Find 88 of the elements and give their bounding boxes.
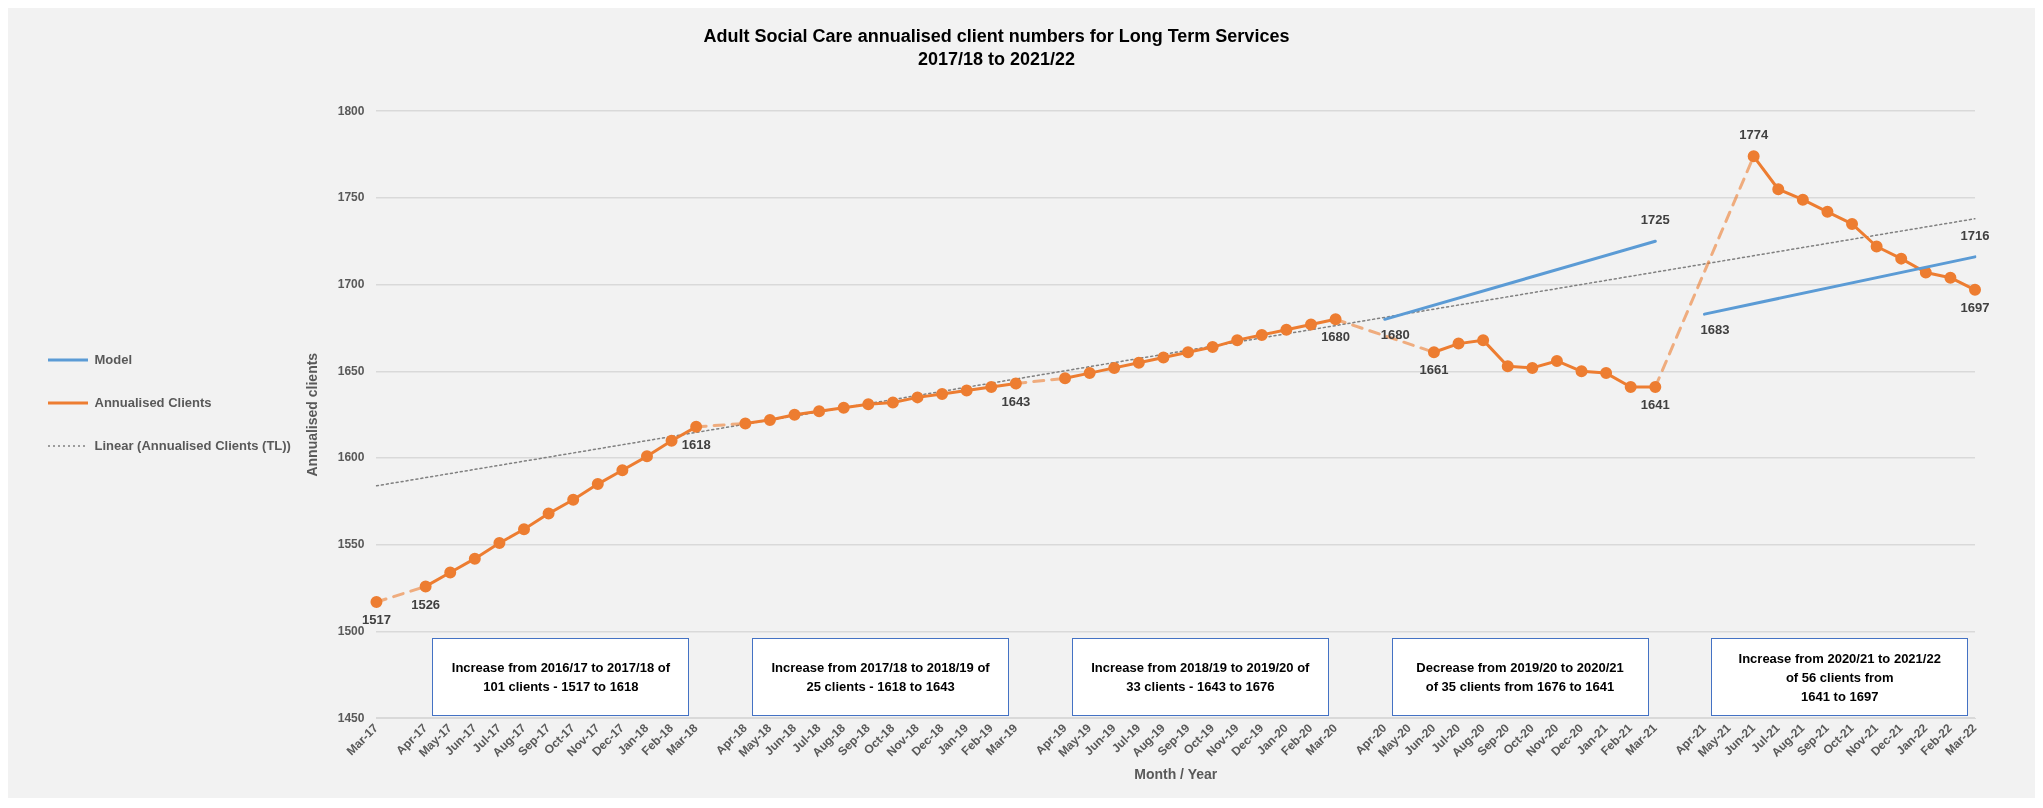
y-tick-label: 1750 [337,190,365,205]
point [542,507,555,520]
point [1157,351,1170,364]
point [1969,283,1981,296]
chart-title: Adult Social Care annualised client numbers for Long Term Services [703,25,1290,46]
annotation: Increase from 2016/17 to 2017/18 of 101 clients - 1517 to 1618 [451,659,670,697]
y-tick-label: 1450 [337,710,365,725]
annotation: Increase from 2018/19 to 2019/20 of 33 clients - 1643 to 1676 [1091,659,1310,697]
point [1427,346,1440,359]
point [1772,183,1785,196]
point [1231,334,1244,347]
point [493,537,506,550]
point [813,405,826,418]
point [591,478,604,491]
y-tick-label: 1700 [337,276,365,291]
point [837,401,850,414]
point [444,566,457,579]
point [788,408,801,421]
point [1304,318,1317,331]
y-tick-label: 1550 [337,537,365,552]
point [640,450,653,463]
point [1895,252,1908,265]
point [985,380,998,393]
point [1846,217,1859,230]
data-label: 1725 [1640,212,1670,228]
data-label: 1774 [1739,127,1769,143]
legend-label: Linear (Annualised Clients (TL)) [94,437,291,453]
point [1108,361,1121,374]
point [518,523,531,536]
point [1255,328,1268,341]
y-tick-label: 1600 [337,450,365,465]
legend-label: Model [94,351,133,367]
point [1182,346,1195,359]
point [1132,356,1145,369]
point [763,413,776,426]
point [1477,334,1490,347]
y-axis-title: Annualised clients [304,352,321,477]
point [911,391,924,404]
point [665,434,678,447]
point [936,387,949,400]
point [1329,313,1342,326]
data-label: 1643 [1001,393,1031,409]
data-label: 1716 [1960,227,1990,243]
y-tick-label: 1800 [337,103,365,118]
data-label: 1661 [1419,362,1449,378]
point [886,396,899,409]
point [739,417,752,430]
point [1624,380,1637,393]
point [1083,367,1096,380]
point [1452,337,1465,350]
data-label: 1697 [1960,299,1990,315]
annotation: Increase from 2017/18 to 2018/19 of 25 clients - 1618 to 1643 [771,659,990,697]
x-axis-title: Month / Year [1134,766,1218,783]
point [960,384,973,397]
point [1009,377,1022,390]
y-tick-label: 1500 [337,623,365,638]
point [862,398,875,411]
point [616,464,629,477]
data-label: 1683 [1700,322,1730,338]
legend-label: Annualised Clients [94,394,212,410]
data-label: 1526 [411,596,441,612]
point [1600,367,1613,380]
point [370,596,383,609]
point [419,580,432,593]
point [1747,150,1760,163]
point [1550,354,1563,367]
point [567,493,580,506]
point [468,552,481,565]
data-label: 1680 [1321,329,1351,345]
point [1944,271,1957,284]
y-tick-label: 1650 [337,363,365,378]
point [690,420,703,433]
point [1206,341,1219,354]
point [1501,360,1514,373]
chart-subtitle: 2017/18 to 2021/22 [917,49,1076,70]
point [1821,205,1834,218]
point [1649,380,1662,393]
annotation: Increase from 2020/21 to 2021/22 of 56 clients from 1641 to 1697 [1738,649,1941,706]
data-label: 1618 [681,436,711,452]
data-label: 1680 [1380,327,1410,343]
point [1796,193,1809,206]
annotation: Decrease from 2019/20 to 2020/21 of 35 clients from 1676 to 1641 [1416,659,1624,697]
point [1575,365,1588,378]
point [1059,372,1072,385]
point [1526,361,1539,374]
point [1870,240,1883,253]
point [1280,323,1293,336]
data-label: 1641 [1640,397,1670,413]
